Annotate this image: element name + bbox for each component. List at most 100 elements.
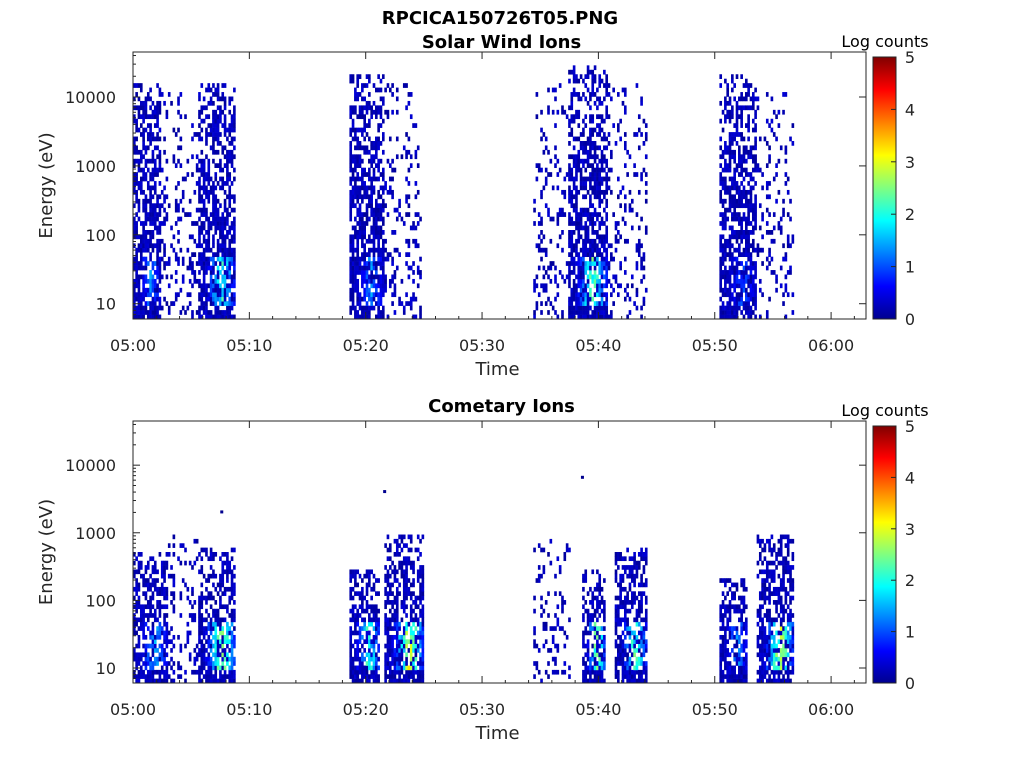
heatmap-cell <box>754 203 757 209</box>
heatmap-cell <box>139 310 143 315</box>
heatmap-cell <box>214 92 218 97</box>
heatmap-cell <box>637 247 641 253</box>
heatmap-cell <box>200 669 204 675</box>
heatmap-cell <box>198 613 201 618</box>
heatmap-cell <box>582 185 585 191</box>
heatmap-cell <box>586 608 590 614</box>
heatmap-cell <box>617 617 620 623</box>
heatmap-cell <box>177 127 180 133</box>
heatmap-cell <box>214 643 218 649</box>
heatmap-cell <box>540 247 543 253</box>
heatmap-cell <box>375 145 378 151</box>
heatmap-cell <box>151 185 155 191</box>
heatmap-cell <box>153 261 157 266</box>
heatmap-cell <box>142 630 145 636</box>
heatmap-cell <box>733 305 736 311</box>
heatmap-cell <box>721 310 725 315</box>
heatmap-cell <box>142 238 145 244</box>
heatmap-cell <box>561 274 564 280</box>
heatmap-cell <box>216 181 220 186</box>
heatmap-cell <box>751 92 755 97</box>
heatmap-cell <box>165 621 169 627</box>
heatmap-cell <box>375 163 378 168</box>
heatmap-cell <box>351 604 355 610</box>
heatmap-cell <box>377 626 380 631</box>
heatmap-cell <box>219 109 222 115</box>
heatmap-cell <box>186 621 190 627</box>
heatmap-cell <box>542 132 546 137</box>
heatmap-cell <box>212 665 215 671</box>
heatmap-cell <box>784 92 788 97</box>
heatmap-cell <box>230 573 234 579</box>
heatmap-cell <box>533 661 536 666</box>
heatmap-cell <box>200 149 204 155</box>
heatmap-cell <box>751 238 755 244</box>
heatmap-cell <box>577 301 581 306</box>
heatmap-cell <box>216 656 220 662</box>
heatmap-cell <box>151 626 155 631</box>
heatmap-cell <box>214 617 218 623</box>
heatmap-cell <box>358 234 362 240</box>
heatmap-cell <box>398 252 401 257</box>
heatmap-cell <box>181 189 185 195</box>
heatmap-cell <box>642 274 646 280</box>
heatmap-cell <box>361 252 364 257</box>
heatmap-cell <box>221 617 225 623</box>
heatmap-cell <box>596 652 599 658</box>
heatmap-cell <box>212 114 215 120</box>
heatmap-cell <box>568 194 571 200</box>
heatmap-cell <box>554 613 557 618</box>
heatmap-cell <box>724 118 727 124</box>
colorbar-tick-label: 3 <box>905 153 915 172</box>
heatmap-cell <box>212 287 215 293</box>
heatmap-cell <box>191 136 194 142</box>
heatmap-cell <box>172 552 176 557</box>
heatmap-cell <box>726 216 730 222</box>
heatmap-cell <box>765 118 769 124</box>
heatmap-cell <box>354 283 357 289</box>
heatmap-cell <box>205 189 208 195</box>
heatmap-cell <box>572 278 576 284</box>
heatmap-cell <box>398 652 401 658</box>
heatmap-cell <box>139 617 143 623</box>
heatmap-cell <box>614 552 618 557</box>
heatmap-cell <box>542 608 546 614</box>
heatmap-cell <box>402 221 406 226</box>
heatmap-cell <box>163 261 166 266</box>
heatmap-cell <box>186 292 190 298</box>
heatmap-cell <box>537 648 541 653</box>
heatmap-cell <box>391 176 394 182</box>
heatmap-cell <box>198 185 201 191</box>
heatmap-cell <box>365 194 369 200</box>
heatmap-cell <box>156 310 159 315</box>
heatmap-cell <box>605 230 609 235</box>
heatmap-cell <box>356 608 360 614</box>
heatmap-cell <box>763 136 767 142</box>
heatmap-cell <box>589 216 592 222</box>
heatmap-cell <box>195 181 199 186</box>
heatmap-cell <box>158 212 162 217</box>
x-tick-label: 05:50 <box>692 336 738 355</box>
heatmap-cell <box>603 652 606 658</box>
heatmap-cell <box>377 109 380 115</box>
heatmap-cell <box>233 136 236 142</box>
heatmap-cell <box>363 310 366 315</box>
heatmap-cell <box>191 310 194 315</box>
heatmap-cell <box>572 158 576 164</box>
heatmap-cell <box>167 92 171 97</box>
heatmap-cell <box>188 630 192 636</box>
heatmap-cell <box>384 613 387 618</box>
heatmap-cell <box>719 221 723 226</box>
heatmap-cell <box>205 301 208 306</box>
heatmap-cell <box>133 158 136 164</box>
heatmap-cell <box>354 648 357 653</box>
heatmap-cell <box>384 604 387 610</box>
heatmap-cell <box>586 141 590 146</box>
heatmap-cell <box>377 247 380 253</box>
heatmap-cell <box>219 573 222 579</box>
heatmap-cell <box>402 661 406 666</box>
heatmap-cell <box>731 114 734 120</box>
heatmap-cell <box>163 265 166 271</box>
heatmap-cell <box>735 261 739 266</box>
heatmap-cell <box>568 198 571 204</box>
